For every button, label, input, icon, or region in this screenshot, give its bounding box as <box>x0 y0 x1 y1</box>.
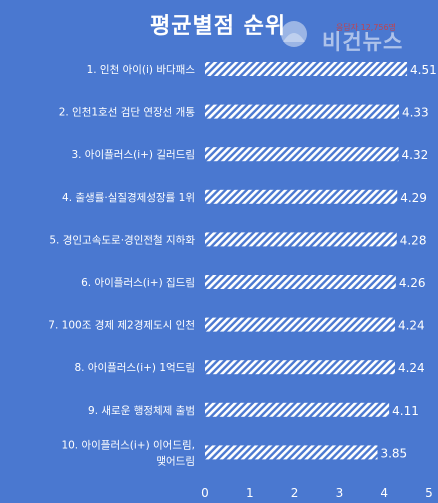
category-label-4: 4. 출생률·실질경제성장률 1위 <box>62 191 195 204</box>
category-label-3: 3. 아이플러스(i+) 길러드림 <box>71 148 195 161</box>
value-label-6: 4.26 <box>399 276 426 290</box>
value-label-1: 4.51 <box>410 63 437 77</box>
x-tick-4: 4 <box>380 486 388 500</box>
bar-4 <box>205 189 398 204</box>
value-label-7: 4.24 <box>398 319 425 333</box>
value-label-9: 4.11 <box>392 404 419 418</box>
value-label-10: 3.85 <box>380 446 407 460</box>
value-label-5: 4.28 <box>400 233 427 247</box>
bar-3 <box>205 147 399 162</box>
chart-title: 평균별점 순위 <box>150 14 287 39</box>
value-label-2: 4.33 <box>402 106 429 120</box>
bar-2 <box>205 104 399 119</box>
value-label-4: 4.29 <box>400 191 427 205</box>
value-label-3: 4.32 <box>402 148 429 162</box>
respondent-note: 응답자 12,756명 <box>336 23 396 32</box>
bar-1 <box>205 62 408 76</box>
category-label-9: 9. 새로운 행정체제 출범 <box>88 405 195 417</box>
category-label-10: 10. 아이플러스(i+) 이어드림, 맺어드림 <box>61 439 195 467</box>
x-tick-5: 5 <box>425 486 433 500</box>
category-label-8: 8. 아이플러스(i+) 1억드림 <box>74 362 195 374</box>
category-label-7: 7. 100조 경제 제2경제도시 인천 <box>48 319 195 332</box>
bar-9 <box>205 402 390 417</box>
logo-text: 비건뉴스 <box>322 30 404 54</box>
category-label-1: 1. 인천 아이(i) 바다패스 <box>87 64 196 76</box>
x-tick-2: 2 <box>291 486 299 500</box>
x-tick-1: 1 <box>246 486 254 500</box>
category-label-6: 6. 아이플러스(i+) 집드림 <box>81 277 195 289</box>
x-tick-0: 0 <box>201 486 209 500</box>
bar-10 <box>205 445 378 460</box>
value-label-8: 4.24 <box>398 361 425 375</box>
category-label-5: 5. 경인고속도로·경인전철 지하화 <box>49 233 195 246</box>
vegan-news-logo <box>281 21 307 47</box>
bar-6 <box>205 275 396 289</box>
category-label-2: 2. 인천1호선 검단 연장선 개통 <box>59 107 196 119</box>
bar-8 <box>205 360 395 375</box>
bar-5 <box>205 232 397 247</box>
bar-7 <box>205 317 395 332</box>
x-tick-3: 3 <box>336 486 344 500</box>
